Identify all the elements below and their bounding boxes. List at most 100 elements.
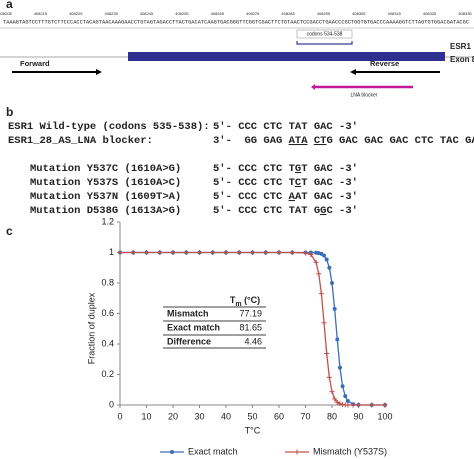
marker — [332, 396, 338, 402]
marker — [308, 251, 314, 257]
x-tick-label: 10 — [141, 411, 151, 421]
sequence-part: T GAC -3' — [301, 163, 358, 175]
sequence-name: ESR1 Wild-type (codons 535-538): — [8, 121, 210, 133]
table-header-part: m — [235, 301, 241, 308]
sequence-part: AT GAC -3' — [295, 191, 358, 203]
marker — [334, 399, 340, 405]
marker — [335, 337, 340, 342]
sequence: 5'- CCC CTC TAT GGC -3' — [213, 205, 358, 217]
x-axis-label: T°C — [245, 425, 261, 435]
sequence-part: G GAC GAC GAC CTC TAC GA -5' — [326, 135, 474, 147]
sequence: 5'- CCC CTC AAT GAC -3' — [213, 191, 358, 203]
marker — [303, 250, 308, 256]
marker — [294, 449, 300, 455]
table-header-part: (°C) — [242, 295, 261, 305]
sequence-part: T GAC -3' — [301, 177, 358, 189]
y-tick-label: 0.4 — [101, 338, 114, 348]
x-tick-label: 30 — [194, 411, 204, 421]
marker — [157, 250, 163, 255]
reverse-label: Reverse — [370, 59, 399, 68]
codon-label: codons 534-538 — [307, 31, 343, 37]
sequence-part: A — [289, 191, 296, 203]
x-tick-label: 80 — [327, 411, 337, 421]
sequence-name: Mutation Y537N (1609T>A) — [30, 191, 181, 203]
sequence-name: Mutation D538G (1613A>G) — [30, 205, 181, 217]
ruler-label: 408225 — [69, 11, 83, 16]
marker — [345, 402, 351, 408]
sequence-part: C — [295, 177, 302, 189]
arrowhead — [96, 69, 102, 75]
ruler-label: 408208 — [0, 11, 12, 16]
arrowhead — [311, 84, 315, 90]
x-tick-label: 100 — [377, 411, 392, 421]
x-tick-label: 20 — [168, 411, 178, 421]
gene-label: ESR1 — [450, 42, 471, 51]
sequence-part: C -3' — [326, 205, 358, 217]
x-tick-label: 90 — [353, 411, 363, 421]
marker — [170, 450, 174, 454]
marker — [330, 281, 334, 285]
ruler-label: 408255 — [175, 11, 189, 16]
table-header-part: T — [230, 295, 236, 305]
marker — [236, 250, 242, 255]
table-row-label: Mismatch — [167, 308, 209, 318]
marker — [321, 320, 327, 326]
sequence-part: 5'- CCC CTC TAT GAC -3' — [213, 121, 358, 133]
marker — [250, 250, 255, 255]
marker — [289, 250, 295, 255]
marker — [369, 402, 375, 408]
ruler-label: 408295 — [317, 11, 331, 16]
marker — [276, 250, 282, 255]
sequence-part: 5'- CCC CTC — [213, 191, 289, 203]
marker — [345, 399, 350, 404]
ruler-label: 408265 — [211, 11, 225, 16]
marker — [144, 250, 149, 255]
x-tick-label: 0 — [117, 411, 122, 421]
sequence-part: 5'- CCC CTC TAT G — [213, 205, 320, 217]
x-tick-label: 60 — [274, 411, 284, 421]
marker — [313, 259, 319, 265]
table-row-label: Difference — [167, 336, 211, 346]
ruler-label: 408275 — [246, 11, 260, 16]
blocker-label: LNA blocker — [351, 92, 378, 98]
marker — [316, 271, 322, 277]
marker — [117, 250, 123, 255]
panel-label: a — [6, 0, 13, 11]
marker — [332, 306, 337, 311]
x-tick-label: 50 — [247, 411, 257, 421]
sequence: 3'- GG GAG ATA CTG GAC GAC GAC CTC TAC G… — [213, 135, 474, 147]
ruler: 408208 408215 408225 408235 408245 408255 4082… — [0, 11, 472, 16]
panel-label: c — [6, 224, 13, 238]
ruler-label: 408245 — [140, 11, 154, 16]
sequence-part: 5'- CCC CTC T — [213, 177, 295, 189]
chart: 0 0.2 0.4 0.6 0.8 1 1.2 0 10 20 30 40 50 60 70 80 90 100 T… — [86, 216, 392, 456]
legend-label: Mismatch (Y537S) — [313, 446, 387, 456]
table-header: Tm (°C) — [230, 295, 260, 308]
forward-label: Forward — [20, 59, 50, 68]
y-tick-label: 0.6 — [101, 308, 114, 318]
sequence-name: Mutation Y537S (1610A>C) — [30, 177, 181, 189]
marker — [337, 401, 343, 407]
marker — [327, 265, 332, 270]
ruler-label: 408315 — [388, 11, 402, 16]
table-value: 81.65 — [239, 322, 262, 332]
marker — [324, 350, 330, 356]
sequence-part: G — [320, 205, 326, 217]
ruler-label: 408215 — [34, 11, 48, 16]
marker — [318, 291, 324, 297]
sequence: TAAAGTAGTCCTTTGTCTTCCCACCTACAGTAACAAAGAA… — [3, 19, 469, 25]
sequence-part: ATA — [289, 135, 309, 147]
marker — [350, 402, 356, 408]
marker — [356, 402, 361, 408]
x-tick-label: 70 — [300, 411, 310, 421]
marker — [197, 250, 202, 255]
marker — [337, 365, 342, 370]
marker — [382, 402, 388, 408]
table-bg — [163, 307, 266, 348]
marker — [329, 389, 335, 395]
sequence: 5'- CCC CTC TGT GAC -3' — [213, 163, 358, 175]
y-tick-label: 1 — [109, 247, 114, 257]
sequence-part: G — [295, 163, 301, 175]
exon-bar — [128, 52, 445, 61]
